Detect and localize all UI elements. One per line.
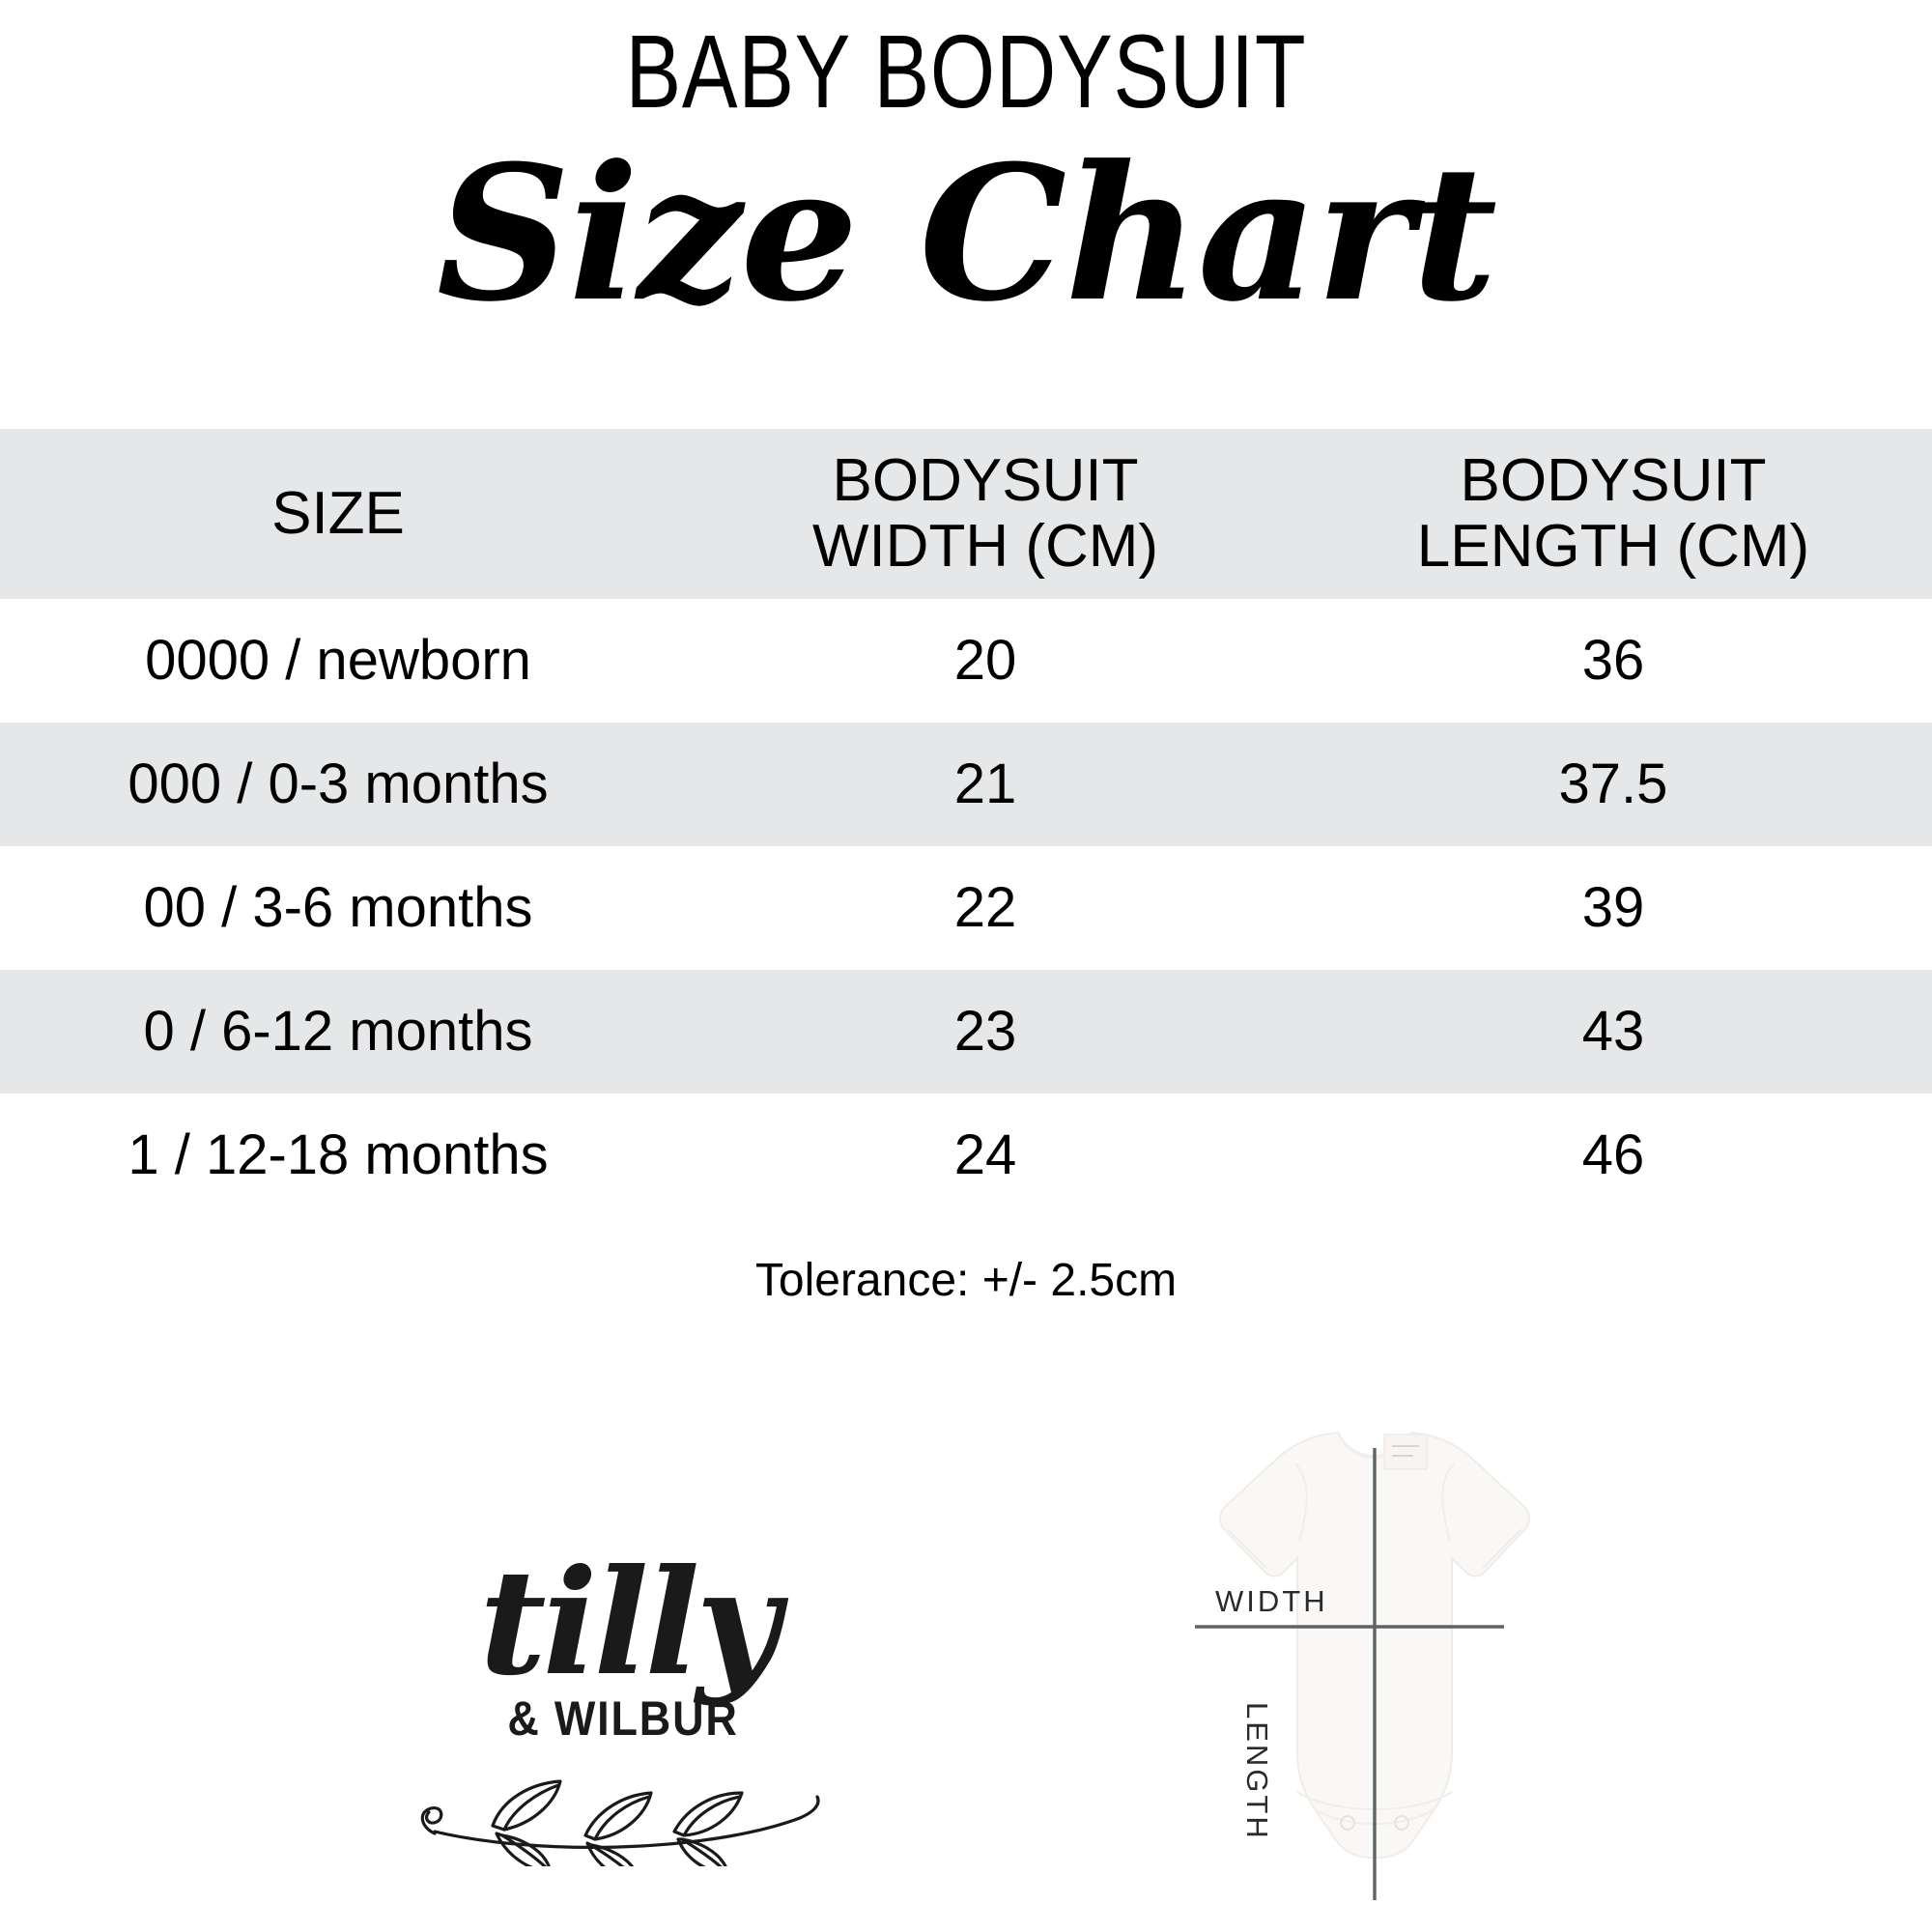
length-label: LENGTH: [1240, 1702, 1274, 1841]
bodysuit-diagram: [1106, 1406, 1628, 1932]
cell-length: 36: [1294, 631, 1932, 691]
cell-width-value: 22: [953, 876, 1017, 939]
cell-size-value: 000 / 0-3 months: [128, 753, 549, 815]
cell-length: 46: [1294, 1125, 1932, 1185]
cell-length-value: 36: [1581, 629, 1645, 692]
cell-size: 0 / 6-12 months: [0, 1002, 676, 1062]
cell-size: 0000 / newborn: [0, 631, 676, 691]
cell-length-value: 43: [1581, 1000, 1645, 1063]
brand-logo-script-name: tilly: [479, 1538, 780, 1708]
cell-size-value: 00 / 3-6 months: [143, 876, 533, 939]
cell-length-value: 37.5: [1558, 753, 1668, 815]
table-row: 000 / 0-3 months 21 37.5: [0, 723, 1932, 846]
product-title: BABY BODYSUIT: [625, 13, 1307, 129]
cell-length: 43: [1294, 1002, 1932, 1062]
table-row: 0 / 6-12 months 23 43: [0, 970, 1932, 1094]
cell-size-value: 1 / 12-18 months: [128, 1123, 549, 1186]
cell-length: 37.5: [1294, 754, 1932, 814]
cell-size: 000 / 0-3 months: [0, 754, 676, 814]
cell-width: 23: [676, 1002, 1294, 1062]
cell-width: 22: [676, 878, 1294, 938]
cell-width-value: 20: [953, 629, 1017, 692]
column-header-size: SIZE: [0, 481, 676, 547]
cell-length: 39: [1294, 878, 1932, 938]
cell-size: 00 / 3-6 months: [0, 878, 676, 938]
size-table: SIZE BODYSUIT WIDTH (CM) BODYSUIT LENGTH…: [0, 429, 1932, 1217]
column-header-length-label: BODYSUIT LENGTH (CM): [1416, 447, 1810, 580]
cell-width-value: 24: [953, 1123, 1017, 1186]
cell-width: 20: [676, 631, 1294, 691]
table-row: 0000 / newborn 20 36: [0, 599, 1932, 723]
cell-length-value: 39: [1581, 876, 1645, 939]
table-row: 1 / 12-18 months 24 46: [0, 1094, 1932, 1217]
cell-size: 1 / 12-18 months: [0, 1125, 676, 1185]
table-header-row: SIZE BODYSUIT WIDTH (CM) BODYSUIT LENGTH…: [0, 429, 1932, 599]
column-header-width: BODYSUIT WIDTH (CM): [676, 448, 1294, 580]
cell-size-value: 0000 / newborn: [145, 629, 531, 692]
cell-width-value: 23: [953, 1000, 1017, 1063]
cell-size-value: 0 / 6-12 months: [143, 1000, 533, 1063]
column-header-size-label: SIZE: [271, 480, 405, 547]
leaf-branch-icon: [396, 1750, 850, 1884]
cell-length-value: 46: [1581, 1123, 1645, 1186]
page-title: Size Chart: [436, 126, 1497, 343]
cell-width: 24: [676, 1125, 1294, 1185]
table-row: 00 / 3-6 months 22 39: [0, 846, 1932, 970]
cell-width-value: 21: [953, 753, 1017, 815]
cell-width: 21: [676, 754, 1294, 814]
column-header-width-label: BODYSUIT WIDTH (CM): [811, 447, 1159, 580]
column-header-length: BODYSUIT LENGTH (CM): [1294, 448, 1932, 580]
width-label: WIDTH: [1215, 1584, 1328, 1618]
brand-logo-sub-name: & WILBUR: [507, 1691, 739, 1746]
tolerance-note: Tolerance: +/- 2.5cm: [754, 1255, 1178, 1306]
brand-logo: tilly & WILBUR: [406, 1546, 850, 1932]
